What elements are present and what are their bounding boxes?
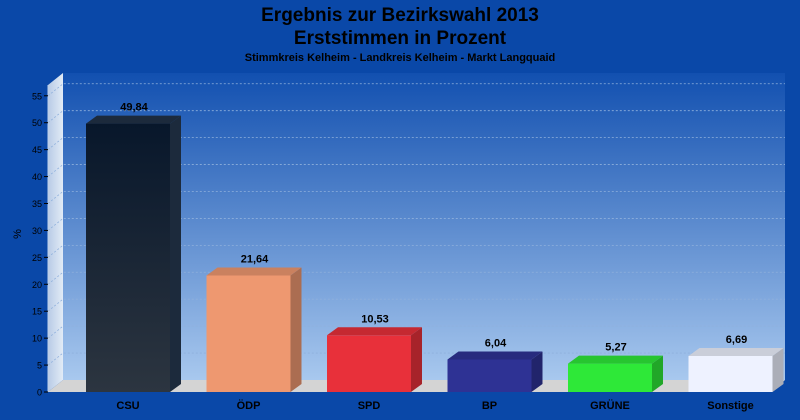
chart-subtitle: Stimmkreis Kelheim - Landkreis Kelheim -… (244, 52, 556, 64)
x-tick-label: CSU (116, 400, 139, 412)
bar-sonstige: 6,69 (688, 334, 784, 392)
bar-bp: 6,04 (447, 337, 543, 392)
bar-spd: 10,53 (327, 313, 422, 392)
x-tick-label: BP (482, 400, 497, 412)
bar-side (652, 355, 663, 392)
bar-value-label: 21,64 (241, 253, 269, 265)
bar-value-label: 5,27 (605, 342, 626, 354)
y-axis-label: % (12, 229, 24, 239)
bar-side (772, 347, 784, 392)
grid-line (47, 271, 785, 285)
bar-top (206, 267, 302, 276)
x-tick-label: GRÜNE (590, 399, 630, 412)
plot-side-wall (48, 73, 63, 392)
plot-back-wall (63, 73, 785, 380)
grid-line (47, 244, 785, 258)
bar-side (531, 351, 543, 392)
bar-front (447, 359, 532, 392)
x-tick-label: Sonstige (707, 400, 753, 412)
bar-grüne: 5,27 (568, 342, 663, 392)
x-tick-label: SPD (358, 400, 381, 412)
y-tick-label: 20 (32, 280, 42, 290)
grid-line (47, 164, 785, 177)
y-tick-label: 45 (32, 145, 42, 155)
bar-top (568, 355, 663, 364)
grid-line (47, 298, 785, 312)
grid-line (47, 218, 785, 231)
grid-line (47, 137, 785, 150)
grid-line (47, 83, 785, 97)
bar-value-label: 49,84 (120, 102, 148, 114)
bar-value-label: 6,04 (485, 337, 507, 349)
y-tick-label: 0 (37, 388, 42, 398)
y-tick-label: 50 (32, 118, 42, 128)
y-tick-label: 35 (32, 199, 42, 209)
x-tick-label: ÖDP (237, 399, 261, 412)
bar-side (170, 115, 181, 392)
grid-lines (47, 83, 785, 366)
bar-top (327, 327, 422, 336)
bar-value-label: 10,53 (361, 313, 389, 325)
bar-front (86, 123, 170, 392)
bar-ödp: 21,64 (206, 253, 302, 392)
y-tick-label: 10 (32, 334, 42, 344)
grid-line (47, 110, 785, 124)
bar-top (688, 347, 784, 356)
y-tick-label: 25 (32, 253, 42, 263)
grid-line (47, 352, 785, 366)
bar-top (86, 115, 181, 124)
bar-top (447, 351, 543, 360)
bar-front (568, 363, 652, 392)
grid-line (47, 325, 785, 339)
y-tick-label: 5 (37, 361, 42, 371)
bar-side (290, 267, 302, 392)
y-axis: 0 5 10 15 20 25 30 35 40 45 50 55% (12, 85, 49, 398)
bar-front (688, 355, 773, 392)
bar-front (327, 335, 411, 392)
chart-title-line1: Ergebnis zur Bezirkswahl 2013 (261, 5, 539, 26)
chart-title-line2: Erststimmen in Prozent (293, 28, 507, 49)
y-tick-label: 15 (32, 307, 42, 317)
bar-side (411, 327, 422, 392)
bar-value-label: 6,69 (726, 334, 747, 346)
y-tick-label: 40 (32, 172, 42, 182)
bar-csu: 49,84 (86, 102, 181, 392)
y-tick-label: 55 (32, 91, 42, 101)
bars: 49,84 21,64 10,53 6,04 5,27 6,69 (86, 102, 784, 392)
grid-line (47, 191, 785, 204)
x-axis: CSU ÖDP SPD BP GRÜNE Sonstige (116, 399, 753, 412)
y-tick-label: 30 (32, 226, 42, 236)
bar-front (206, 275, 291, 392)
